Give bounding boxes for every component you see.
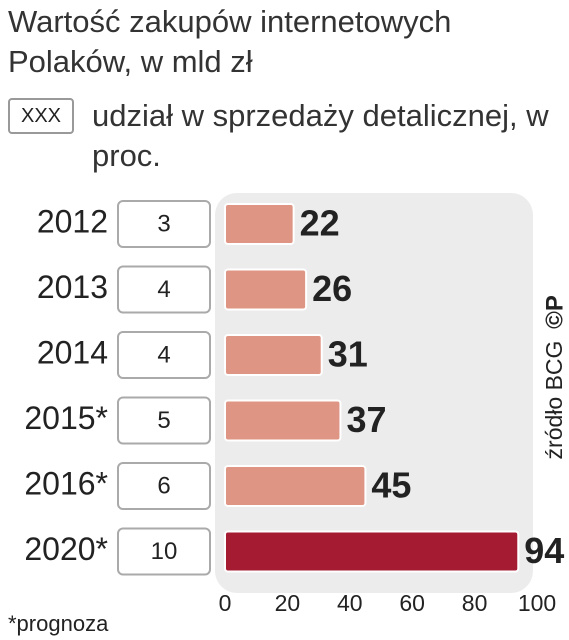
- share-label: 3: [157, 210, 170, 237]
- chart-title: Wartość zakupów internetowych Polaków, w…: [8, 4, 452, 79]
- y-tick-label: 2013: [37, 269, 108, 305]
- bar: [224, 530, 520, 573]
- share-label: 6: [157, 472, 170, 499]
- value-label: 26: [312, 268, 352, 309]
- share-box: [117, 396, 211, 445]
- bar: [224, 334, 323, 376]
- x-tick-label: 0: [219, 590, 232, 616]
- share-box: [117, 527, 211, 576]
- source: źródło BCG: [541, 341, 567, 460]
- logo: ©P: [541, 295, 568, 329]
- share-box: [117, 331, 211, 379]
- x-tick-label: 100: [518, 590, 556, 616]
- plot-panel: [215, 193, 533, 593]
- share-box: [117, 265, 211, 314]
- y-tick-label: 2016*: [24, 465, 108, 501]
- value-label: 94: [524, 530, 564, 571]
- y-tick-label: 2014: [37, 334, 108, 370]
- y-tick-label: 2020*: [24, 531, 108, 567]
- share-box: [117, 462, 211, 510]
- value-label: 45: [371, 465, 411, 506]
- share-label: 5: [157, 407, 170, 434]
- bar: [224, 465, 367, 507]
- y-tick-label: 2015*: [24, 400, 108, 436]
- bar: [224, 203, 295, 245]
- legend-sample: XXX: [8, 98, 74, 134]
- share-box: [117, 200, 211, 248]
- share-label: 10: [151, 538, 178, 565]
- y-tick-label: 2012: [37, 203, 108, 239]
- legend-text: udział w sprzedaży detalicznej, w proc.: [92, 98, 549, 173]
- value-label: 37: [346, 399, 386, 440]
- value-label: 22: [300, 203, 340, 244]
- footnote: *prognoza: [8, 611, 109, 636]
- x-tick-label: 60: [399, 590, 425, 616]
- x-tick-label: 80: [462, 590, 488, 616]
- bar: [224, 268, 308, 311]
- x-tick-label: 40: [337, 590, 363, 616]
- value-label: 31: [328, 334, 368, 375]
- bar: [224, 399, 342, 442]
- share-label: 4: [157, 341, 170, 368]
- x-tick-label: 20: [275, 590, 301, 616]
- share-label: 4: [157, 276, 170, 303]
